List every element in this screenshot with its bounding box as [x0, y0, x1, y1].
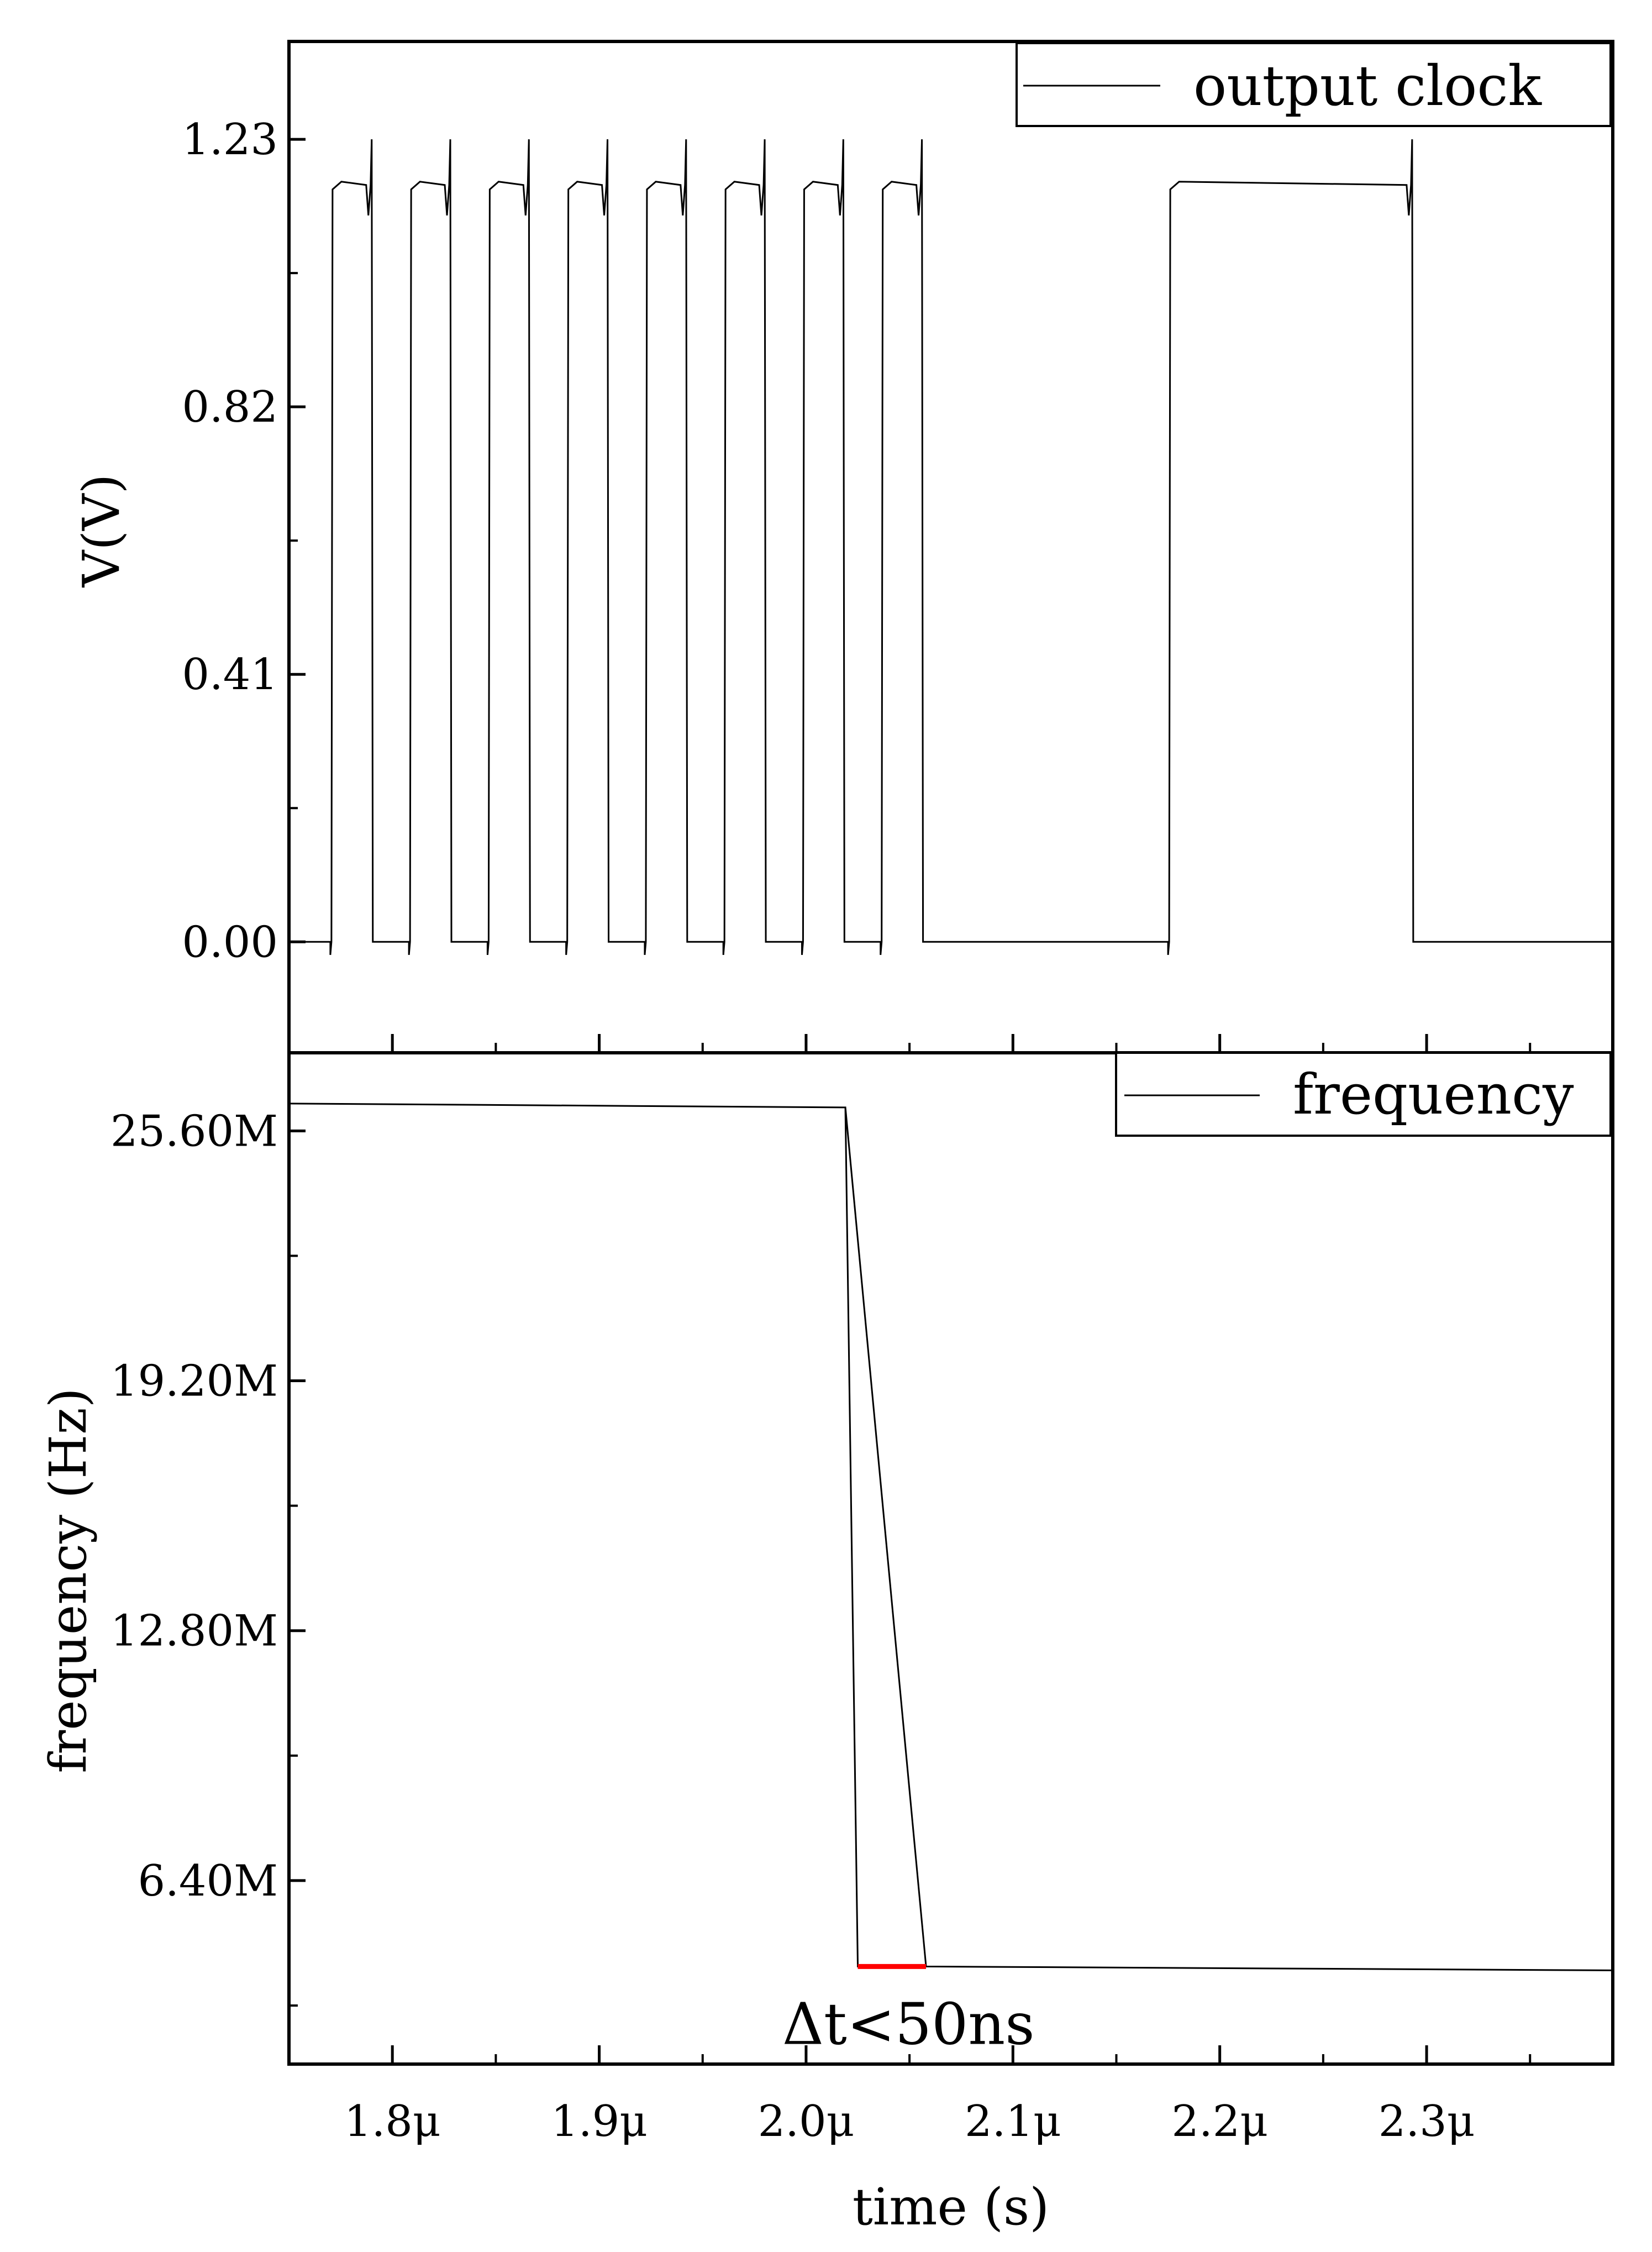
- delta-t-annotation: Δt<50ns: [782, 1990, 1035, 2057]
- voltage-legend-label: output clock: [1193, 54, 1542, 118]
- voltage-y-tick-label: 0.41: [182, 650, 278, 700]
- voltage-y-tick-label: 0.00: [182, 917, 278, 967]
- voltage-y-tick-label: 1.23: [182, 115, 278, 165]
- voltage-legend: output clock: [1016, 42, 1612, 127]
- bottom-x-ticks: 1.8μ 1.9μ 2.0μ 2.1μ 2.2μ 2.3μ: [344, 2045, 1532, 2146]
- frequency-y-tick-label: 19.20M: [111, 1357, 278, 1406]
- frequency-legend: frequency: [1115, 1052, 1612, 1137]
- time-x-tick-label: 2.0μ: [758, 2097, 855, 2146]
- top-x-ticks: [391, 1034, 1532, 1053]
- output-clock-line: [291, 139, 1613, 956]
- time-x-tick-label: 2.3μ: [1379, 2097, 1475, 2146]
- bottom-y-ticks: 6.40M 12.80M 19.20M 25.60M: [111, 1106, 306, 2007]
- time-x-tick-label: 1.8μ: [344, 2097, 441, 2146]
- frequency-plot-frame: [287, 1051, 1614, 2066]
- voltage-axis-title: V(V): [72, 474, 131, 588]
- frequency-y-tick-label: 6.40M: [138, 1856, 278, 1906]
- frequency-y-tick-label: 12.80M: [111, 1607, 278, 1656]
- voltage-panel: 0.00 0.41 0.82 1.23 output clock V(V): [72, 40, 1614, 1054]
- top-y-ticks: 0.00 0.41 0.82 1.23: [182, 115, 306, 967]
- voltage-plot-frame: [287, 40, 1614, 1054]
- time-x-tick-label: 2.1μ: [965, 2097, 1061, 2146]
- time-axis-title: time (s): [853, 2177, 1049, 2237]
- frequency-legend-box: [1115, 1052, 1612, 1137]
- frequency-y-tick-label: 25.60M: [111, 1106, 278, 1156]
- frequency-line: [288, 1103, 1613, 1971]
- voltage-legend-box: [1016, 42, 1612, 127]
- time-x-tick-label: 2.2μ: [1171, 2097, 1268, 2146]
- voltage-y-tick-label: 0.82: [182, 382, 278, 432]
- frequency-axis-title: frequency (Hz): [39, 1388, 98, 1773]
- frequency-panel: 6.40M 12.80M 19.20M 25.60M 1.8μ 1.9μ 2.0μ 2.1μ…: [39, 1051, 1614, 2237]
- time-x-tick-label: 1.9μ: [551, 2097, 648, 2146]
- frequency-legend-label: frequency: [1293, 1062, 1574, 1127]
